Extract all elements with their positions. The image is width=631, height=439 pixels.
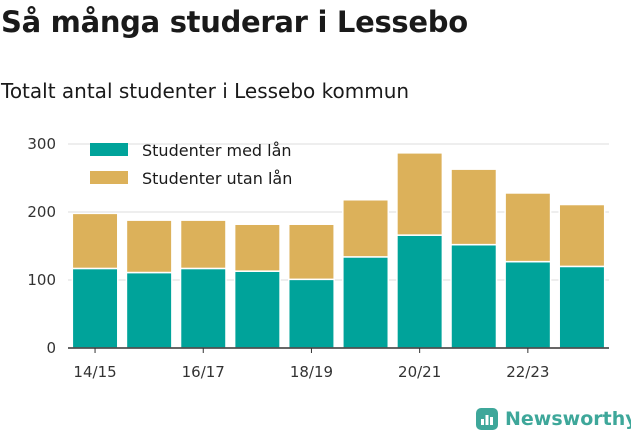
x-tick-label: 16/17 bbox=[182, 363, 225, 381]
x-tick-label: 22/23 bbox=[506, 363, 549, 381]
bar-segment bbox=[450, 243, 498, 349]
brand-logo: Newsworthy bbox=[476, 408, 631, 430]
legend: Studenter med lån Studenter utan lån bbox=[90, 141, 292, 188]
bar-segment bbox=[504, 192, 552, 263]
legend-label: Studenter utan lån bbox=[142, 169, 292, 188]
newsworthy-logo-icon bbox=[476, 408, 498, 430]
y-tick-label: 0 bbox=[46, 339, 56, 357]
y-tick-label: 300 bbox=[27, 135, 56, 153]
bars bbox=[71, 152, 606, 349]
bar-segment bbox=[558, 265, 606, 349]
bar-segment bbox=[342, 256, 390, 349]
bar-segment bbox=[71, 212, 119, 270]
bar-segment bbox=[396, 152, 444, 236]
bar-segment bbox=[179, 267, 227, 349]
chart-title: Så många studerar i Lessebo bbox=[1, 5, 468, 39]
bar-segment bbox=[558, 203, 606, 268]
bar-segment bbox=[504, 260, 552, 349]
chart-subtitle: Totalt antal studenter i Lessebo kommun bbox=[1, 79, 410, 103]
bar-segment bbox=[125, 219, 173, 274]
brand-name: Newsworthy bbox=[505, 408, 631, 430]
legend-swatch bbox=[90, 143, 128, 156]
x-tick-label: 14/15 bbox=[73, 363, 116, 381]
bar-segment bbox=[287, 278, 335, 349]
bar-segment bbox=[396, 234, 444, 349]
y-tick-label: 200 bbox=[27, 203, 56, 221]
bar-segment bbox=[71, 267, 119, 349]
bar-segment bbox=[179, 219, 227, 270]
bar-segment bbox=[233, 223, 281, 272]
bar-segment bbox=[450, 168, 498, 246]
x-tick-label: 18/19 bbox=[290, 363, 333, 381]
y-axis-ticks: 0 100 200 300 bbox=[27, 135, 56, 357]
legend-label: Studenter med lån bbox=[142, 141, 292, 160]
legend-swatch bbox=[90, 171, 128, 184]
bar-segment bbox=[125, 271, 173, 349]
x-axis-ticks: 14/15 16/17 18/19 20/21 22/23 bbox=[73, 348, 549, 381]
y-tick-label: 100 bbox=[27, 271, 56, 289]
x-tick-label: 20/21 bbox=[398, 363, 441, 381]
bar-segment bbox=[287, 223, 335, 281]
bar-segment bbox=[342, 199, 390, 258]
bar-segment bbox=[233, 270, 281, 349]
